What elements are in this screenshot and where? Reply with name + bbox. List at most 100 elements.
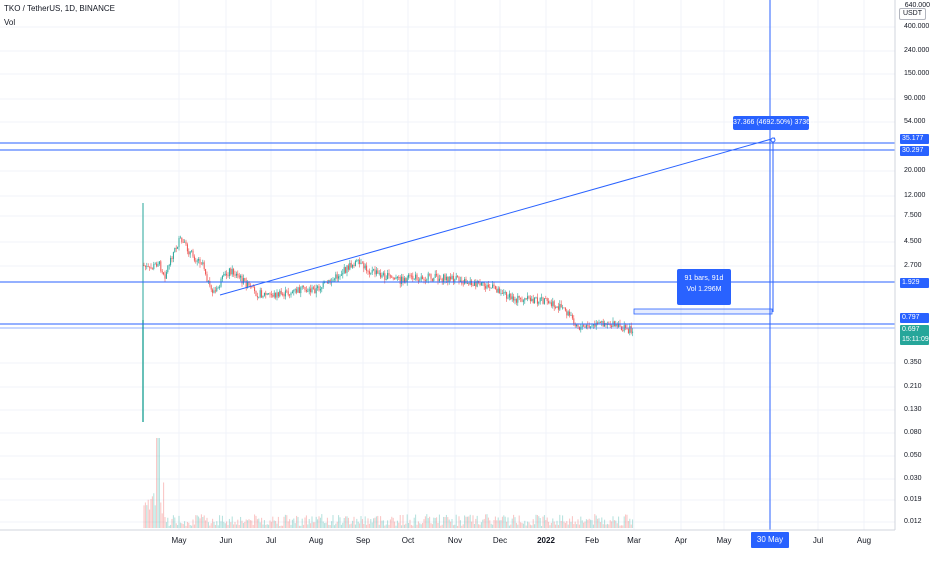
candle-body — [513, 296, 515, 301]
volume-bar — [165, 522, 167, 528]
volume-bar — [270, 521, 272, 528]
candle-body — [406, 277, 408, 283]
candle-body — [192, 250, 194, 257]
volume-bar — [363, 523, 365, 528]
candle-body — [413, 278, 415, 280]
volume-bar — [367, 518, 369, 528]
volume-bar — [357, 521, 359, 528]
price-tick-label: 0.350 — [904, 359, 922, 366]
candle-body — [205, 269, 207, 275]
candle-body — [160, 261, 162, 271]
candle-body — [317, 286, 319, 288]
bar-countdown: 15:11:09 — [902, 336, 929, 343]
candle-body — [515, 299, 517, 303]
volume-bar — [398, 522, 400, 528]
volume-bar — [388, 524, 390, 528]
candle-body — [312, 287, 314, 289]
volume-bar — [228, 518, 230, 528]
volume-bar — [566, 521, 568, 528]
candle-body — [347, 265, 349, 270]
volume-bar — [373, 518, 375, 528]
candle-body — [363, 262, 365, 269]
candle-body — [339, 275, 341, 277]
candle-body — [552, 301, 554, 306]
candle-body — [527, 296, 529, 300]
volume-bar — [331, 521, 333, 528]
volume-bar — [632, 519, 634, 528]
volume-bar — [483, 518, 485, 528]
candle-body — [359, 259, 361, 264]
volume-bar — [493, 520, 495, 528]
symbol-title[interactable]: TKO / TetherUS, 1D, BINANCE — [4, 4, 115, 13]
volume-bar — [342, 522, 344, 528]
candle-body — [630, 326, 632, 333]
volume-bar — [147, 499, 149, 528]
volume-bar — [469, 514, 471, 528]
volume-bar — [608, 524, 610, 528]
volume-bar — [364, 516, 366, 528]
volume-bar — [578, 524, 580, 528]
time-tick-label: Mar — [627, 536, 641, 545]
candle-body — [382, 273, 384, 275]
volume-bar — [216, 521, 218, 528]
volume-bar — [517, 524, 519, 528]
candle-body — [604, 322, 606, 327]
currency-badge[interactable]: USDT — [898, 8, 926, 20]
candle-body — [420, 276, 422, 280]
volume-bar — [412, 525, 414, 528]
volume-bar — [325, 522, 327, 528]
candlestick-series — [142, 203, 634, 422]
price-chart[interactable] — [0, 0, 932, 550]
volume-bar — [315, 516, 317, 528]
candle-body — [447, 276, 449, 283]
volume-bars — [143, 438, 634, 528]
candle-body — [562, 307, 564, 309]
volume-bar — [196, 515, 198, 528]
volume-bar — [296, 515, 298, 528]
candle-body — [549, 302, 551, 304]
price-tick-label: 2.700 — [904, 262, 922, 269]
volume-bar — [382, 520, 384, 528]
candle-body — [394, 278, 396, 280]
candle-body — [263, 292, 265, 296]
candle-body — [454, 279, 456, 282]
drawing-handle — [770, 137, 776, 143]
candle-body — [269, 293, 271, 295]
volume-bar — [195, 515, 197, 528]
volume-bar — [409, 519, 411, 528]
candle-body — [597, 322, 599, 324]
volume-bar — [224, 523, 226, 528]
candle-body — [571, 315, 573, 319]
volume-bar — [518, 515, 520, 528]
candle-body — [177, 247, 179, 249]
volume-bar — [332, 515, 334, 528]
volume-bar — [178, 515, 180, 528]
candle-body — [587, 325, 589, 326]
volume-bar — [290, 524, 292, 528]
volume-bar — [231, 516, 233, 528]
candle-body — [305, 289, 307, 292]
date-range-tooltip: 91 bars, 91d Vol 1.296M — [677, 269, 731, 305]
volume-bar — [276, 523, 278, 528]
volume-bar — [426, 514, 428, 528]
candle-body — [311, 287, 313, 293]
date-range-volume: Vol 1.296M — [686, 286, 722, 293]
price-scale-top-label: 640.000 — [904, 2, 930, 9]
volume-legend[interactable]: Vol — [4, 18, 16, 27]
candle-body — [368, 271, 370, 274]
volume-bar — [408, 523, 410, 528]
candle-body — [202, 262, 204, 264]
candle-body — [297, 287, 299, 293]
volume-bar — [395, 525, 397, 528]
candle-body — [268, 293, 270, 295]
volume-bar — [585, 519, 587, 528]
candle-body — [471, 280, 473, 286]
candle-body — [233, 269, 235, 275]
volume-bar — [237, 519, 239, 528]
candle-body — [357, 259, 359, 261]
candle-body — [422, 276, 424, 280]
candle-body — [494, 286, 496, 289]
candle-body — [181, 237, 183, 243]
price-tick-label: 54.000 — [904, 118, 926, 125]
time-tick-label: May — [716, 536, 732, 545]
